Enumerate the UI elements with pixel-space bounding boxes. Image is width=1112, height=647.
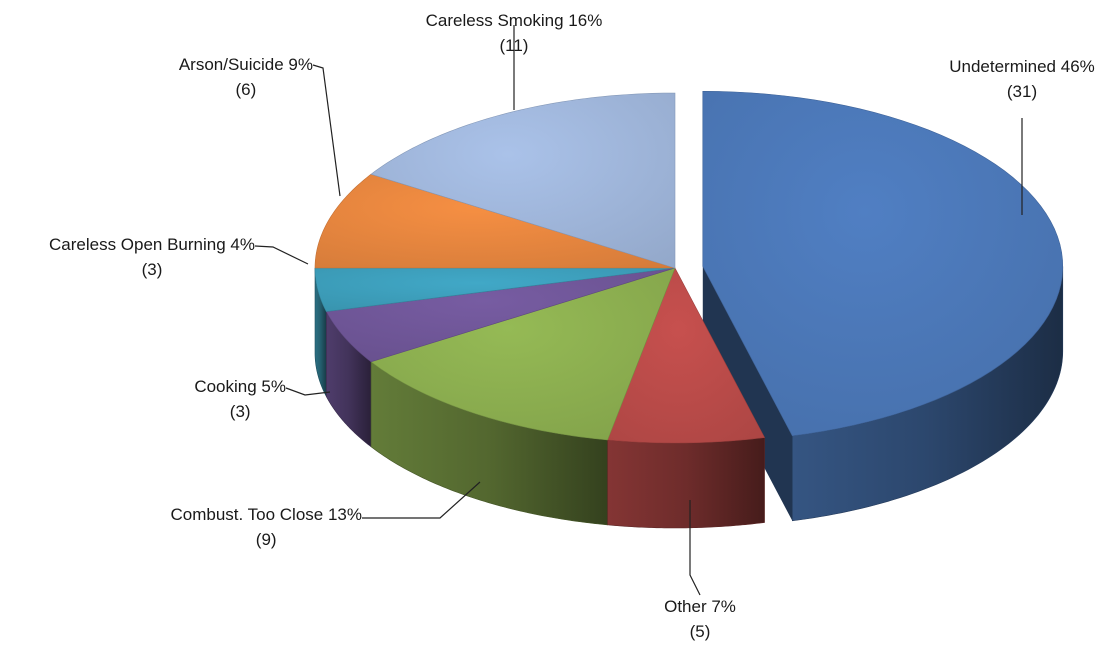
slice-label-arson-suicide-count: (6): [236, 80, 257, 99]
slice-label-undetermined: Undetermined 46%: [949, 57, 1095, 76]
pie-slice-combust-too-close: [370, 267, 676, 441]
pie-sides: [314, 266, 1064, 529]
leader-line-other: [689, 500, 701, 596]
slice-label-other-count: (5): [690, 622, 711, 641]
pie-slice-careless-smoking: [370, 92, 676, 269]
pie-cut-undetermined-1: [702, 266, 793, 521]
slice-label-cooking-count: (3): [230, 402, 251, 421]
pie-side-other: [607, 437, 765, 529]
pie-slice-undetermined: [702, 90, 1064, 437]
pie-slice-cooking: [325, 267, 676, 363]
slice-label-careless-open-burning-count: (3): [142, 260, 163, 279]
leader-line-careless-open-burning: [254, 245, 309, 265]
slice-label-undetermined-count: (31): [1007, 82, 1037, 101]
slice-label-combust-too-close: Combust. Too Close 13%: [170, 505, 362, 524]
slice-label-careless-smoking-count: (11): [500, 36, 529, 55]
slice-label-careless-open-burning: Careless Open Burning 4%: [49, 235, 255, 254]
pie-slice-careless-open-burning: [314, 267, 676, 312]
pie-slice-arson-suicide: [314, 173, 676, 269]
slice-label-other: Other 7%: [664, 597, 736, 616]
slice-label-combust-too-close-count: (9): [256, 530, 277, 549]
leader-line-combust-too-close: [362, 481, 481, 519]
pie-slice-other: [607, 267, 765, 444]
slice-label-arson-suicide: Arson/Suicide 9%: [179, 55, 313, 74]
leader-line-arson-suicide: [312, 64, 341, 197]
slice-label-cooking: Cooking 5%: [194, 377, 286, 396]
slice-label-careless-smoking: Careless Smoking 16%: [426, 11, 603, 30]
pie-labels: Undetermined 46% (31) Other 7% (5) Combust. …: [49, 11, 1095, 641]
leader-line-cooking: [285, 387, 331, 396]
pie-tops: [314, 90, 1064, 444]
